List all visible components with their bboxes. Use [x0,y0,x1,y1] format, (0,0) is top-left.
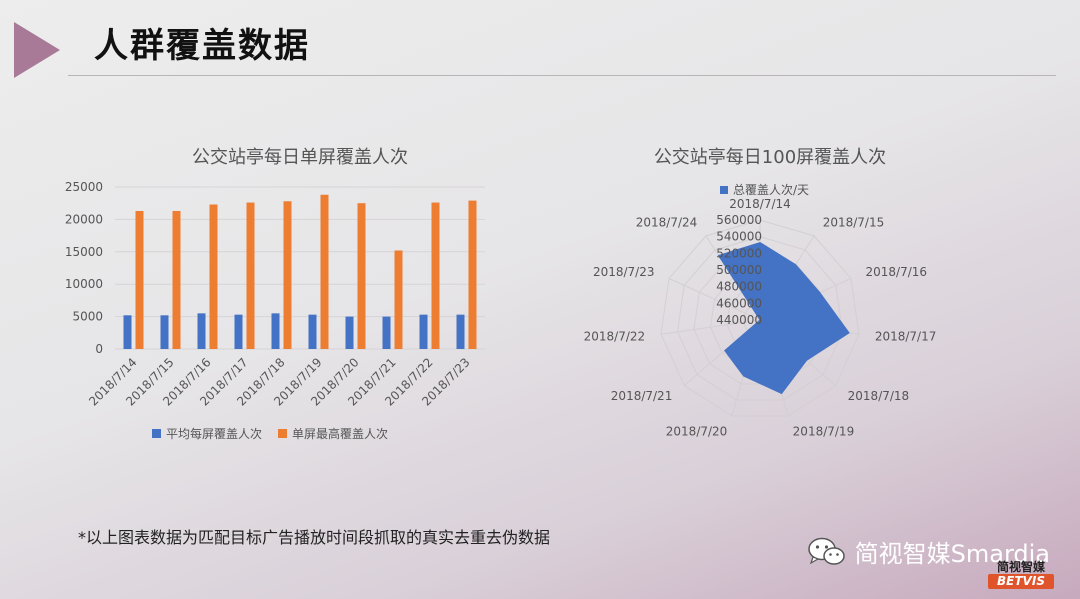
bar-avg [456,314,465,349]
radar-category-label: 2018/7/24 [636,215,698,229]
brand-logo: 简视智媒 BETVIS [988,560,1054,589]
bar-max [357,203,366,349]
bar-y-tick-label: 20000 [65,212,103,226]
bar-max [283,201,292,349]
bar-avg [123,315,132,349]
brand-watermark: 简视智媒Smardia [807,534,1050,569]
bar-max [431,202,440,349]
radar-legend-label: 总覆盖人次/天 [733,183,809,197]
brand-text: 简视智媒Smardia [854,540,1050,568]
radar-category-label: 2018/7/15 [823,215,885,229]
bar-legend-swatch [152,429,161,438]
radar-category-label: 2018/7/16 [866,265,928,279]
bar-avg [345,316,354,349]
radar-r-tick-label: 480000 [716,280,762,294]
radar-r-tick-label: 500000 [716,263,762,277]
bar-chart-title: 公交站亭每日单屏覆盖人次 [192,147,408,168]
brand-logo-cn: 简视智媒 [996,560,1045,574]
bar-avg [271,313,280,349]
radar-category-label: 2018/7/22 [584,330,646,344]
bar-max [209,204,218,349]
bar-avg [419,314,428,349]
bar-avg [160,315,169,349]
bar-avg [197,313,206,349]
radar-category-label: 2018/7/21 [611,389,673,403]
bar-legend-label: 单屏最高覆盖人次 [292,426,388,441]
title-divider [68,75,1056,76]
radar-chart-title: 公交站亭每日100屏覆盖人次 [654,147,886,168]
radar-category-label: 2018/7/19 [793,424,855,438]
bar-chart: 公交站亭每日单屏覆盖人次0500010000150002000025000201… [65,147,485,441]
radar-r-tick-label: 560000 [716,213,762,227]
bar-y-tick-label: 25000 [65,180,103,194]
wechat-icon [807,537,845,565]
radar-gridring [676,236,844,401]
radar-legend-swatch [720,186,728,194]
bar-max [246,202,255,349]
bar-avg [234,314,243,349]
radar-r-tick-label: 440000 [716,313,762,327]
title-arrow-icon [14,22,60,78]
bar-max [172,210,181,349]
radar-r-tick-label: 540000 [716,230,762,244]
bar-max [320,194,329,349]
bar-avg [308,314,317,349]
radar-category-label: 2018/7/14 [729,197,791,211]
bar-legend-label: 平均每屏覆盖人次 [166,426,262,441]
radar-category-label: 2018/7/18 [848,389,910,403]
bar-max [468,200,477,349]
page-title: 人群覆盖数据 [94,26,310,66]
bar-y-tick-label: 10000 [65,277,103,291]
bar-max [135,210,144,349]
radar-category-label: 2018/7/23 [593,265,655,279]
brand-logo-en: BETVIS [988,574,1054,589]
radar-gridring [660,219,860,417]
bar-y-tick-label: 15000 [65,245,103,259]
radar-r-tick-label: 520000 [716,246,762,260]
radar-r-tick-label: 460000 [716,296,762,310]
bar-avg [382,316,391,349]
bar-y-tick-label: 0 [95,342,103,356]
radar-category-label: 2018/7/17 [875,330,937,344]
radar-category-label: 2018/7/20 [666,424,728,438]
radar-spoke [660,319,761,335]
bar-max [394,250,403,349]
radar-series-area [717,241,850,395]
bar-y-tick-label: 5000 [72,310,103,324]
bar-legend-swatch [278,429,287,438]
radar-spoke [668,278,761,321]
footnote: *以上图表数据为匹配目标广告播放时间段抓取的真实去重去伪数据 [78,528,551,547]
